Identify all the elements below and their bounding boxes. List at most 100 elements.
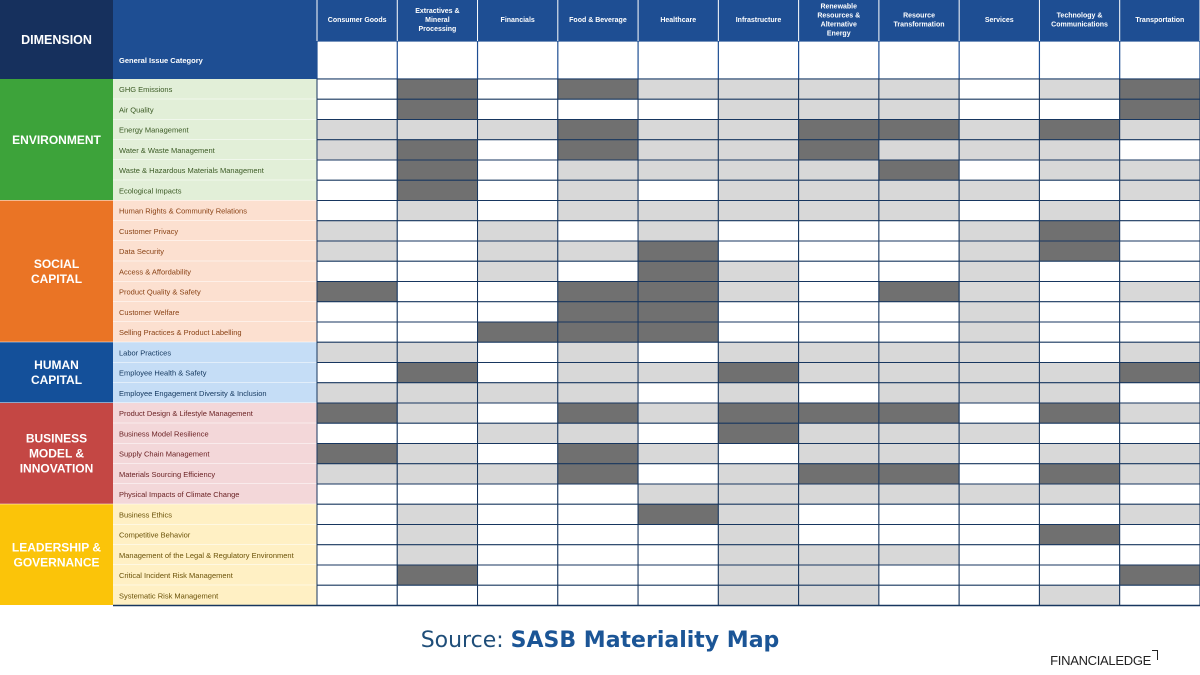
matrix-cell bbox=[637, 402, 719, 424]
matrix-cell bbox=[637, 584, 719, 606]
footer: Source: SASB Materiality Map FINANCIALED… bbox=[0, 618, 1200, 668]
matrix-cell bbox=[637, 503, 719, 525]
row-label-bg bbox=[113, 241, 317, 262]
matrix-cell bbox=[798, 281, 880, 303]
matrix-cell bbox=[1038, 341, 1121, 363]
matrix-cell bbox=[1038, 220, 1121, 242]
matrix-cell bbox=[637, 78, 719, 100]
matrix-cell bbox=[717, 584, 800, 606]
matrix-cell bbox=[1119, 78, 1200, 100]
matrix-cell bbox=[1119, 281, 1200, 303]
matrix-cell bbox=[316, 503, 398, 525]
matrix-cell bbox=[717, 422, 800, 444]
matrix-cell bbox=[1119, 362, 1200, 384]
issue-category-label: Management of the Legal & Regulatory Env… bbox=[119, 551, 295, 560]
column-header: Extractives & Mineral Processing bbox=[415, 8, 459, 33]
matrix-cell bbox=[557, 119, 639, 141]
matrix-cell bbox=[717, 98, 800, 120]
matrix-cell bbox=[637, 321, 719, 343]
matrix-cell bbox=[958, 382, 1040, 404]
matrix-cell bbox=[958, 78, 1040, 100]
issue-category-label: Labor Practices bbox=[119, 348, 171, 357]
dimension-corner bbox=[0, 0, 113, 79]
matrix-cell bbox=[878, 301, 960, 323]
matrix-cell bbox=[1038, 179, 1121, 201]
matrix-cell bbox=[396, 98, 479, 120]
brand-mark-icon bbox=[1152, 650, 1158, 660]
issue-category-label: GHG Emissions bbox=[119, 85, 173, 94]
matrix-cell bbox=[637, 341, 719, 363]
matrix-cell bbox=[1119, 341, 1200, 363]
matrix-cell bbox=[316, 78, 398, 100]
matrix-cell bbox=[878, 483, 960, 505]
row-label-bg bbox=[113, 403, 317, 424]
matrix-cell bbox=[637, 483, 719, 505]
matrix-cell bbox=[557, 503, 639, 525]
matrix-cell bbox=[717, 341, 800, 363]
matrix-cell bbox=[1119, 422, 1200, 444]
matrix-cell bbox=[878, 200, 960, 222]
matrix-cell bbox=[316, 382, 398, 404]
matrix-cell bbox=[1038, 321, 1121, 343]
matrix-cell bbox=[1038, 78, 1121, 100]
matrix-cell bbox=[1119, 260, 1200, 282]
matrix-cell bbox=[396, 422, 479, 444]
column-header: Infrastructure bbox=[736, 17, 782, 24]
dimension-label: SOCIAL CAPITAL bbox=[31, 257, 82, 286]
matrix-cell bbox=[798, 321, 880, 343]
matrix-cell bbox=[316, 443, 398, 465]
matrix-cell bbox=[1038, 564, 1121, 586]
column-header: Transportation bbox=[1135, 17, 1184, 24]
matrix-cell bbox=[557, 98, 639, 120]
matrix-cell bbox=[798, 443, 880, 465]
matrix-cell bbox=[878, 584, 960, 606]
matrix-cell bbox=[316, 281, 398, 303]
matrix-cell bbox=[557, 483, 639, 505]
issue-category-label: Product Design & Lifestyle Management bbox=[119, 409, 254, 418]
matrix-cell bbox=[717, 260, 800, 282]
subheader-cell bbox=[879, 41, 959, 79]
row-label-bg bbox=[113, 544, 317, 565]
matrix-cell bbox=[878, 422, 960, 444]
matrix-cell bbox=[396, 240, 479, 262]
matrix-cell bbox=[637, 382, 719, 404]
matrix-cell bbox=[557, 382, 639, 404]
matrix-cell bbox=[717, 362, 800, 384]
matrix-cell bbox=[477, 179, 559, 201]
matrix-cell bbox=[316, 341, 398, 363]
matrix-cell bbox=[1119, 483, 1200, 505]
matrix-cell bbox=[958, 159, 1040, 181]
matrix-cell bbox=[1038, 422, 1121, 444]
matrix-cell bbox=[1038, 584, 1121, 606]
matrix-cell bbox=[396, 503, 479, 525]
matrix-cell bbox=[1119, 382, 1200, 404]
matrix-cell bbox=[316, 260, 398, 282]
matrix-cell bbox=[958, 443, 1040, 465]
row-label-bg bbox=[113, 585, 317, 606]
row-label-bg bbox=[113, 79, 317, 100]
row-label-bg bbox=[113, 382, 317, 403]
row-label-bg bbox=[113, 281, 317, 302]
matrix-cell bbox=[798, 544, 880, 566]
row-label-bg bbox=[113, 261, 317, 282]
matrix-cell bbox=[477, 119, 559, 141]
matrix-cell bbox=[396, 179, 479, 201]
matrix-cell bbox=[557, 179, 639, 201]
matrix-cell bbox=[316, 119, 398, 141]
matrix-cell bbox=[557, 402, 639, 424]
matrix-cell bbox=[958, 179, 1040, 201]
issue-category-label: Ecological Impacts bbox=[119, 186, 182, 195]
issue-category-label: Physical Impacts of Climate Change bbox=[119, 490, 239, 499]
row-label-bg bbox=[113, 119, 317, 140]
matrix-cell bbox=[1119, 503, 1200, 525]
matrix-cell bbox=[637, 260, 719, 282]
matrix-cell bbox=[1119, 524, 1200, 546]
matrix-cell bbox=[878, 220, 960, 242]
issue-category-label: Business Model Resilience bbox=[119, 429, 209, 438]
matrix-cell bbox=[717, 564, 800, 586]
matrix-cell bbox=[477, 200, 559, 222]
matrix-cell bbox=[557, 159, 639, 181]
matrix-cell bbox=[316, 564, 398, 586]
matrix-cell bbox=[477, 159, 559, 181]
matrix-cell bbox=[717, 463, 800, 485]
